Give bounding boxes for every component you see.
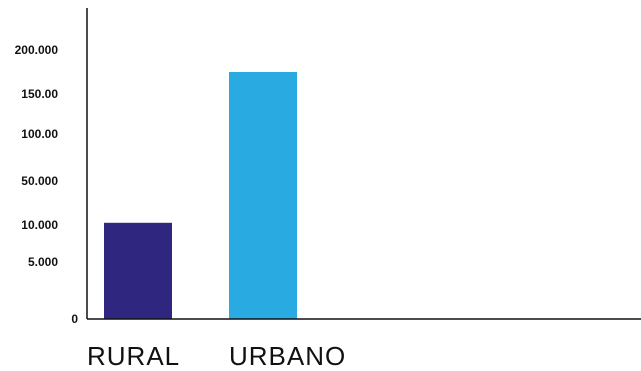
y-tick-label-5: 150.00 [21, 87, 58, 101]
x-category-label-urbano: URBANO [229, 341, 346, 371]
y-tick-label-0: 0 [71, 312, 78, 326]
bar-rural [104, 222, 172, 319]
bars [104, 72, 297, 319]
y-tick-label-3: 50.000 [21, 174, 58, 188]
y-tick-label-2: 10.000 [21, 218, 58, 232]
y-tick-label-4: 100.00 [21, 127, 58, 141]
y-axis-ticks: 0 5.000 10.000 50.000 100.00 150.00 200.000 [15, 43, 79, 326]
x-axis-labels: RURAL URBANO [87, 341, 346, 371]
y-tick-label-1: 5.000 [28, 255, 58, 269]
x-category-label-rural: RURAL [87, 341, 180, 371]
bar-urbano [229, 72, 297, 319]
y-tick-label-6: 200.000 [15, 43, 59, 57]
